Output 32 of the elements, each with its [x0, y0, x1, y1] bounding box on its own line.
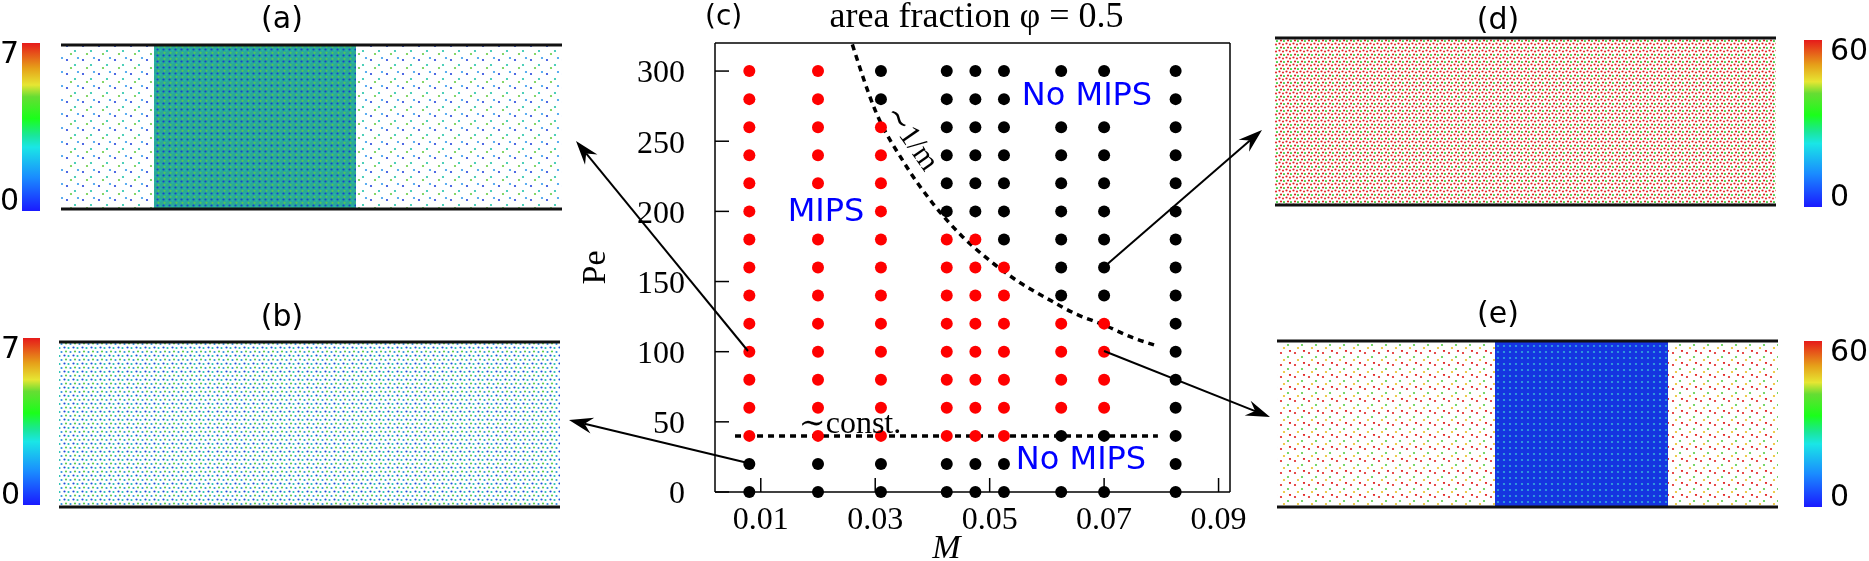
text: (c) — [705, 0, 743, 32]
x-tick-label: 0.07 — [1076, 499, 1133, 536]
y-tick-label: 50 — [653, 404, 685, 441]
text: 60 — [1830, 332, 1869, 368]
x-tick-label: 0.09 — [1190, 499, 1247, 536]
x-tick-label: 0.05 — [961, 499, 1018, 536]
y-axis-title: Pe — [574, 250, 612, 285]
text: (d) — [1476, 0, 1520, 36]
text: 60 — [1830, 31, 1869, 67]
y-tick-label: 100 — [637, 334, 685, 371]
y-tick-label: 200 — [637, 193, 685, 230]
text: (a) — [261, 0, 303, 35]
text: 0 — [0, 475, 20, 511]
chart-title: area fraction φ = 0.5 — [829, 0, 1124, 35]
y-tick-label: 250 — [637, 123, 685, 160]
y-tick-label: 150 — [637, 263, 685, 300]
text: 0 — [1830, 177, 1850, 213]
annotation: No MIPS — [1015, 439, 1147, 477]
text: 7 — [0, 34, 19, 70]
annotation: ∼const. — [798, 403, 902, 440]
annotation: No MIPS — [1021, 75, 1153, 113]
text: 7 — [0, 329, 20, 365]
annotation: MIPS — [787, 191, 865, 229]
text: 0 — [0, 181, 19, 217]
text: (e) — [1477, 294, 1519, 330]
x-tick-label: 0.01 — [732, 499, 789, 536]
y-tick-label: 0 — [669, 474, 685, 511]
text: 0 — [1830, 477, 1850, 513]
x-axis-title: M — [931, 528, 963, 561]
text: (b) — [260, 297, 304, 333]
x-tick-label: 0.03 — [847, 499, 904, 536]
y-tick-label: 300 — [637, 53, 685, 90]
